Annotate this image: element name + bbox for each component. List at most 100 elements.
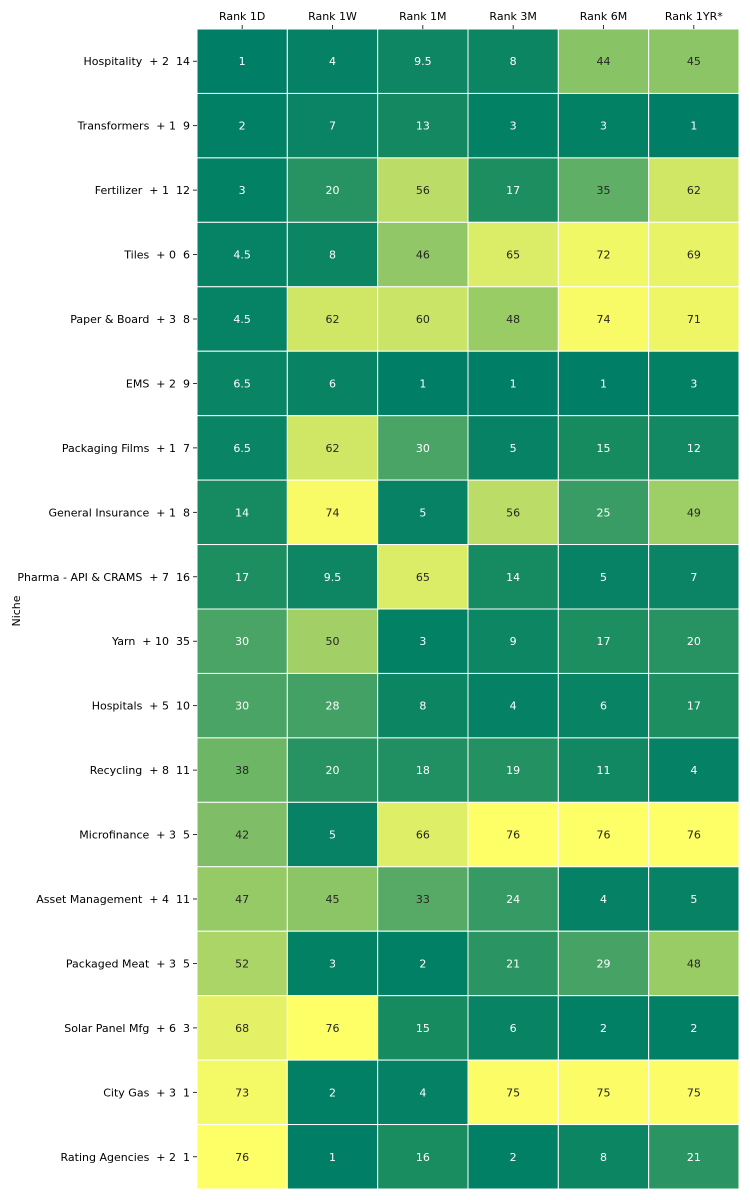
heatmap-cell — [467, 28, 559, 94]
cell-value-label: 7 — [329, 120, 336, 133]
cell-value-label: 66 — [416, 829, 430, 842]
row-label: Tiles + 0 6 — [123, 249, 190, 262]
cell-value-label: 65 — [416, 571, 430, 584]
cell-value-label: 1 — [239, 55, 246, 68]
cell-value-label: 46 — [416, 249, 430, 262]
cell-value-label: 45 — [326, 893, 340, 906]
cell-value-label: 28 — [326, 700, 340, 713]
heatmap-cell — [648, 415, 740, 481]
cell-value-label: 2 — [329, 1086, 336, 1099]
cell-value-label: 1 — [510, 377, 517, 390]
heatmap-cell — [196, 995, 288, 1061]
cell-value-label: 47 — [235, 893, 249, 906]
cell-value-label: 8 — [329, 249, 336, 262]
cell-value-label: 19 — [506, 764, 520, 777]
row-label: Transformers + 1 9 — [77, 120, 190, 133]
heatmap-cell — [196, 157, 288, 223]
heatmap-cell — [648, 995, 740, 1061]
row-label: General Insurance + 1 8 — [48, 506, 190, 519]
heatmap-cell — [648, 479, 740, 546]
cell-value-label: 16 — [416, 1151, 430, 1164]
heatmap-cell — [196, 1059, 288, 1126]
heatmap-cell — [286, 801, 379, 868]
cell-value-label: 75 — [506, 1086, 520, 1099]
heatmap-cell — [648, 1124, 740, 1190]
heatmap-cell — [196, 479, 288, 546]
cell-value-label: 48 — [506, 313, 520, 326]
heatmap-cell — [196, 286, 288, 352]
heatmap-cell — [467, 157, 559, 223]
heatmap-cell — [557, 221, 650, 288]
cell-value-label: 4 — [419, 1086, 426, 1099]
heatmap-cell — [286, 28, 379, 94]
column-label: Rank 1YR* — [665, 10, 723, 23]
heatmap-cell — [377, 1124, 469, 1190]
cell-value-label: 75 — [597, 1086, 611, 1099]
cell-value-label: 62 — [687, 184, 701, 197]
cells-layer: 1 4 9.5 8 44 452 7 13 3 3 13 20 56 17 35 624.5 8 46 65 72 69… — [196, 28, 740, 1190]
heatmap-cell — [196, 28, 288, 94]
heatmap-cell — [196, 1124, 288, 1190]
row-label: Hospitality + 2 14 — [84, 55, 190, 68]
heatmap-cell — [648, 737, 740, 803]
row-label: Microfinance + 3 5 — [79, 829, 190, 842]
cell-value-label: 2 — [510, 1151, 517, 1164]
cell-value-label: 5 — [329, 829, 336, 842]
cell-value-label: 50 — [326, 635, 340, 648]
cell-value-label: 9.5 — [324, 571, 342, 584]
cell-value-label: 56 — [506, 506, 520, 519]
heatmap-cell — [557, 995, 650, 1061]
cell-value-label: 3 — [600, 120, 607, 133]
heatmap-cell — [557, 286, 650, 352]
cell-value-label: 45 — [687, 55, 701, 68]
cell-value-label: 8 — [510, 55, 517, 68]
cell-value-label: 6 — [329, 377, 336, 390]
cell-value-label: 30 — [235, 635, 249, 648]
heatmap-cell — [648, 157, 740, 223]
heatmap-cell — [286, 1059, 379, 1126]
cell-value-label: 3 — [690, 377, 697, 390]
cell-value-label: 5 — [510, 442, 517, 455]
cell-value-label: 11 — [597, 764, 611, 777]
heatmap-cell — [557, 544, 650, 610]
heatmap-cell — [196, 930, 288, 997]
cell-value-label: 76 — [326, 1022, 340, 1035]
cell-value-label: 5 — [600, 571, 607, 584]
heatmap-cell — [286, 92, 379, 159]
heatmap-cell — [377, 415, 469, 481]
heatmap-cell — [377, 1059, 469, 1126]
cell-value-label: 6.5 — [233, 377, 251, 390]
heatmap-cell — [467, 737, 559, 803]
row-label: Rating Agencies + 2 1 — [60, 1151, 190, 1164]
heatmap-cell — [196, 221, 288, 288]
cell-value-label: 5 — [690, 893, 697, 906]
cell-value-label: 1 — [419, 377, 426, 390]
row-label: Packaged Meat + 3 5 — [66, 957, 190, 970]
cell-value-label: 30 — [416, 442, 430, 455]
heatmap-cell — [557, 157, 650, 223]
cell-value-label: 20 — [687, 635, 701, 648]
cell-value-label: 65 — [506, 249, 520, 262]
heatmap-cell — [377, 737, 469, 803]
cell-value-label: 13 — [416, 120, 430, 133]
row-label: Hospitals + 5 10 — [92, 700, 190, 713]
heatmap-cell — [467, 801, 559, 868]
cell-value-label: 14 — [235, 506, 249, 519]
cell-value-label: 17 — [506, 184, 520, 197]
heatmap-cell — [286, 608, 379, 674]
heatmap-cell — [467, 866, 559, 932]
cell-value-label: 3 — [419, 635, 426, 648]
column-label: Rank 1M — [399, 10, 446, 23]
cell-value-label: 17 — [235, 571, 249, 584]
heatmap-cell — [196, 801, 288, 868]
heatmap-cell — [648, 544, 740, 610]
heatmap-cell — [467, 286, 559, 352]
column-label: Rank 1D — [219, 10, 265, 23]
cell-value-label: 72 — [597, 249, 611, 262]
heatmap-cell — [377, 801, 469, 868]
cell-value-label: 18 — [416, 764, 430, 777]
cell-value-label: 20 — [326, 764, 340, 777]
heatmap-cell — [286, 221, 379, 288]
